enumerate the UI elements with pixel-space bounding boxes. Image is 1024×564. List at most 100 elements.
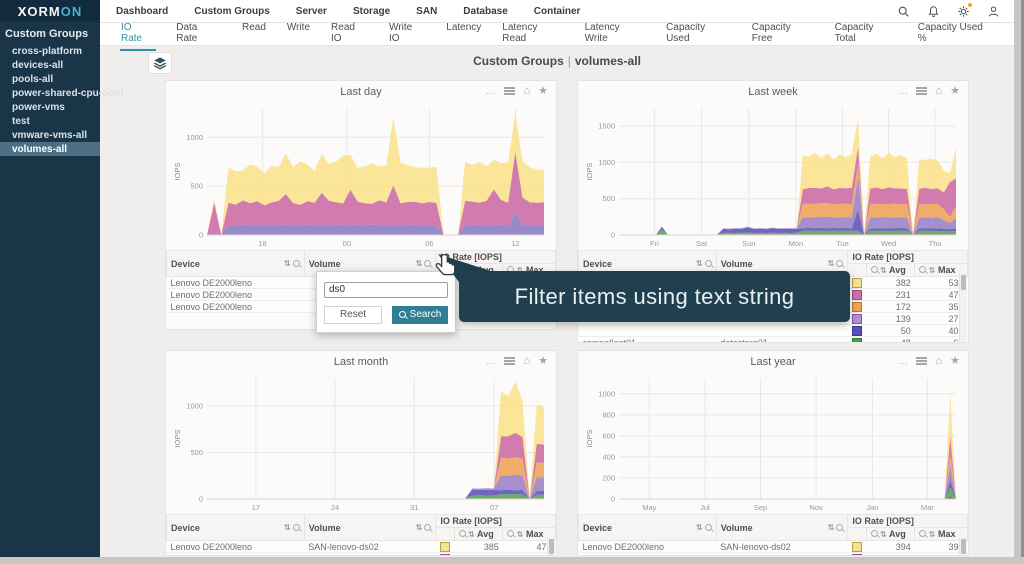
table-row[interactable]: Lenovo DE2000leno SAN-lenovo-ds02 385 476 [166,540,556,553]
panel-menu-icon[interactable]: ... [897,86,909,96]
sort-icon[interactable]: ⇅ [880,530,887,539]
sidebar-item-cross-platform[interactable]: cross-platform [12,45,83,57]
xormon-logo[interactable]: X ORM ON [0,0,100,22]
panel-home-icon[interactable]: ⌂ [523,355,531,367]
search-icon[interactable] [897,5,910,18]
nav-item-san[interactable]: SAN [416,5,438,17]
nav-item-custom-groups[interactable]: Custom Groups [194,5,270,17]
sort-icon[interactable]: ⇅ [880,266,887,275]
tab-write-io[interactable]: Write IO [389,21,413,44]
column-search-icon[interactable] [424,259,432,267]
tab-capacity-total[interactable]: Capacity Total [834,21,874,44]
column-search-icon[interactable] [836,259,844,267]
max-column-header[interactable]: ⇅ Max [914,527,968,541]
panel-home-icon[interactable]: ⌂ [935,355,943,367]
panel-hamburger-icon[interactable] [916,360,928,362]
sort-icon[interactable]: ⇅ [415,522,423,532]
sidebar-item-pools-all[interactable]: pools-all [12,73,54,85]
panel-menu-icon[interactable]: ... [485,86,497,96]
panel-hamburger-icon[interactable] [504,90,516,92]
tab-latency[interactable]: Latency [446,21,482,33]
column-search-icon[interactable] [507,530,515,537]
column-search-icon[interactable] [704,523,712,531]
table-scrollbar[interactable] [547,537,555,555]
column-search-icon[interactable] [292,259,300,267]
sort-icon[interactable]: ⇅ [415,258,423,268]
sidebar-item-power-vms[interactable]: power-vms [12,101,65,113]
sidebar-item-vmware-vms-all[interactable]: vmware-vms-all [12,129,88,141]
panel-home-icon[interactable]: ⌂ [523,85,531,97]
tab-latency-write[interactable]: Latency Write [584,21,620,44]
scrollbar-thumb[interactable] [549,539,554,554]
sidebar-item-power-shared-cpu-pool[interactable]: power-shared-cpu-pool [12,87,124,99]
sort-icon[interactable]: ⇅ [696,522,703,532]
table-scrollbar[interactable] [959,537,967,555]
nav-item-container[interactable]: Container [533,5,581,17]
column-search-icon[interactable] [458,530,466,537]
sort-icon[interactable]: ⇅ [696,258,703,268]
panel-star-icon[interactable]: ★ [538,355,548,367]
device-column-header[interactable]: Device ⇅ [166,250,305,277]
tab-capacity-used[interactable]: Capacity Used [666,21,706,44]
sort-icon[interactable]: ⇅ [517,266,524,275]
table-row[interactable]: compellent01datastore014863 [578,336,968,342]
sort-icon[interactable]: ⇅ [284,522,291,532]
panel-home-icon[interactable]: ⌂ [935,85,943,97]
column-search-icon[interactable] [292,523,300,531]
nav-item-database[interactable]: Database [463,5,508,17]
scrollbar-thumb[interactable] [961,275,966,290]
panel-star-icon[interactable]: ★ [538,85,548,97]
layers-icon[interactable] [148,52,172,74]
volume-column-header[interactable]: Volume ⇅ [715,514,849,541]
tab-data-rate[interactable]: Data Rate [176,21,198,44]
panel-star-icon[interactable]: ★ [950,355,960,367]
column-search-icon[interactable] [704,259,712,267]
nav-item-dashboard[interactable]: Dashboard [116,5,169,17]
sort-icon[interactable]: ⇅ [928,530,936,539]
sort-icon[interactable]: ⇅ [827,522,835,532]
tab-capacity-free[interactable]: Capacity Free [751,21,791,44]
panel-hamburger-icon[interactable] [504,360,516,362]
user-icon[interactable] [987,5,1000,18]
filter-text-input[interactable] [324,281,448,298]
column-search-icon[interactable] [836,523,844,531]
tab-io-rate[interactable]: IO Rate [120,18,157,51]
gear-icon[interactable] [957,2,972,18]
column-search-icon[interactable] [870,530,878,537]
tab-read[interactable]: Read [241,21,266,33]
column-search-icon[interactable] [919,530,927,537]
sort-icon[interactable]: ⇅ [284,258,291,268]
max-column-header[interactable]: ⇅ Max [914,263,968,277]
tab-write[interactable]: Write [286,21,311,33]
avg-column-header[interactable]: ⇅ Avg [865,527,916,541]
column-search-icon[interactable] [919,266,927,273]
device-column-header[interactable]: Device ⇅ [578,514,717,541]
bell-icon[interactable] [927,5,940,18]
search-button[interactable]: Search [392,305,448,324]
tab-read-io[interactable]: Read IO [331,21,355,44]
column-search-icon[interactable] [870,266,878,273]
panel-menu-icon[interactable]: ... [897,356,909,366]
panel-menu-icon[interactable]: ... [485,356,497,366]
tab-latency-read[interactable]: Latency Read [502,21,538,44]
table-row[interactable]: 50 407 [578,324,968,337]
nav-item-storage[interactable]: Storage [352,5,391,17]
sort-icon[interactable]: ⇅ [827,258,835,268]
max-column-header[interactable]: ⇅ Max [502,527,556,541]
table-scrollbar[interactable] [959,273,967,342]
scrollbar-thumb[interactable] [961,539,966,554]
sort-icon[interactable]: ⇅ [468,530,475,539]
device-column-header[interactable]: Device ⇅ [166,514,305,541]
panel-hamburger-icon[interactable] [916,90,928,92]
avg-column-header[interactable]: ⇅ Avg [865,263,916,277]
avg-column-header[interactable]: ⇅ Avg [453,527,504,541]
sort-icon[interactable]: ⇅ [516,530,524,539]
sidebar-item-volumes-all[interactable]: volumes-all [0,142,100,156]
column-search-icon[interactable] [424,523,432,531]
table-row[interactable]: Lenovo DE2000leno SAN-lenovo-ds02 394 394 [578,540,968,553]
sort-icon[interactable]: ⇅ [928,266,936,275]
panel-star-icon[interactable]: ★ [950,85,960,97]
nav-item-server[interactable]: Server [295,5,327,17]
